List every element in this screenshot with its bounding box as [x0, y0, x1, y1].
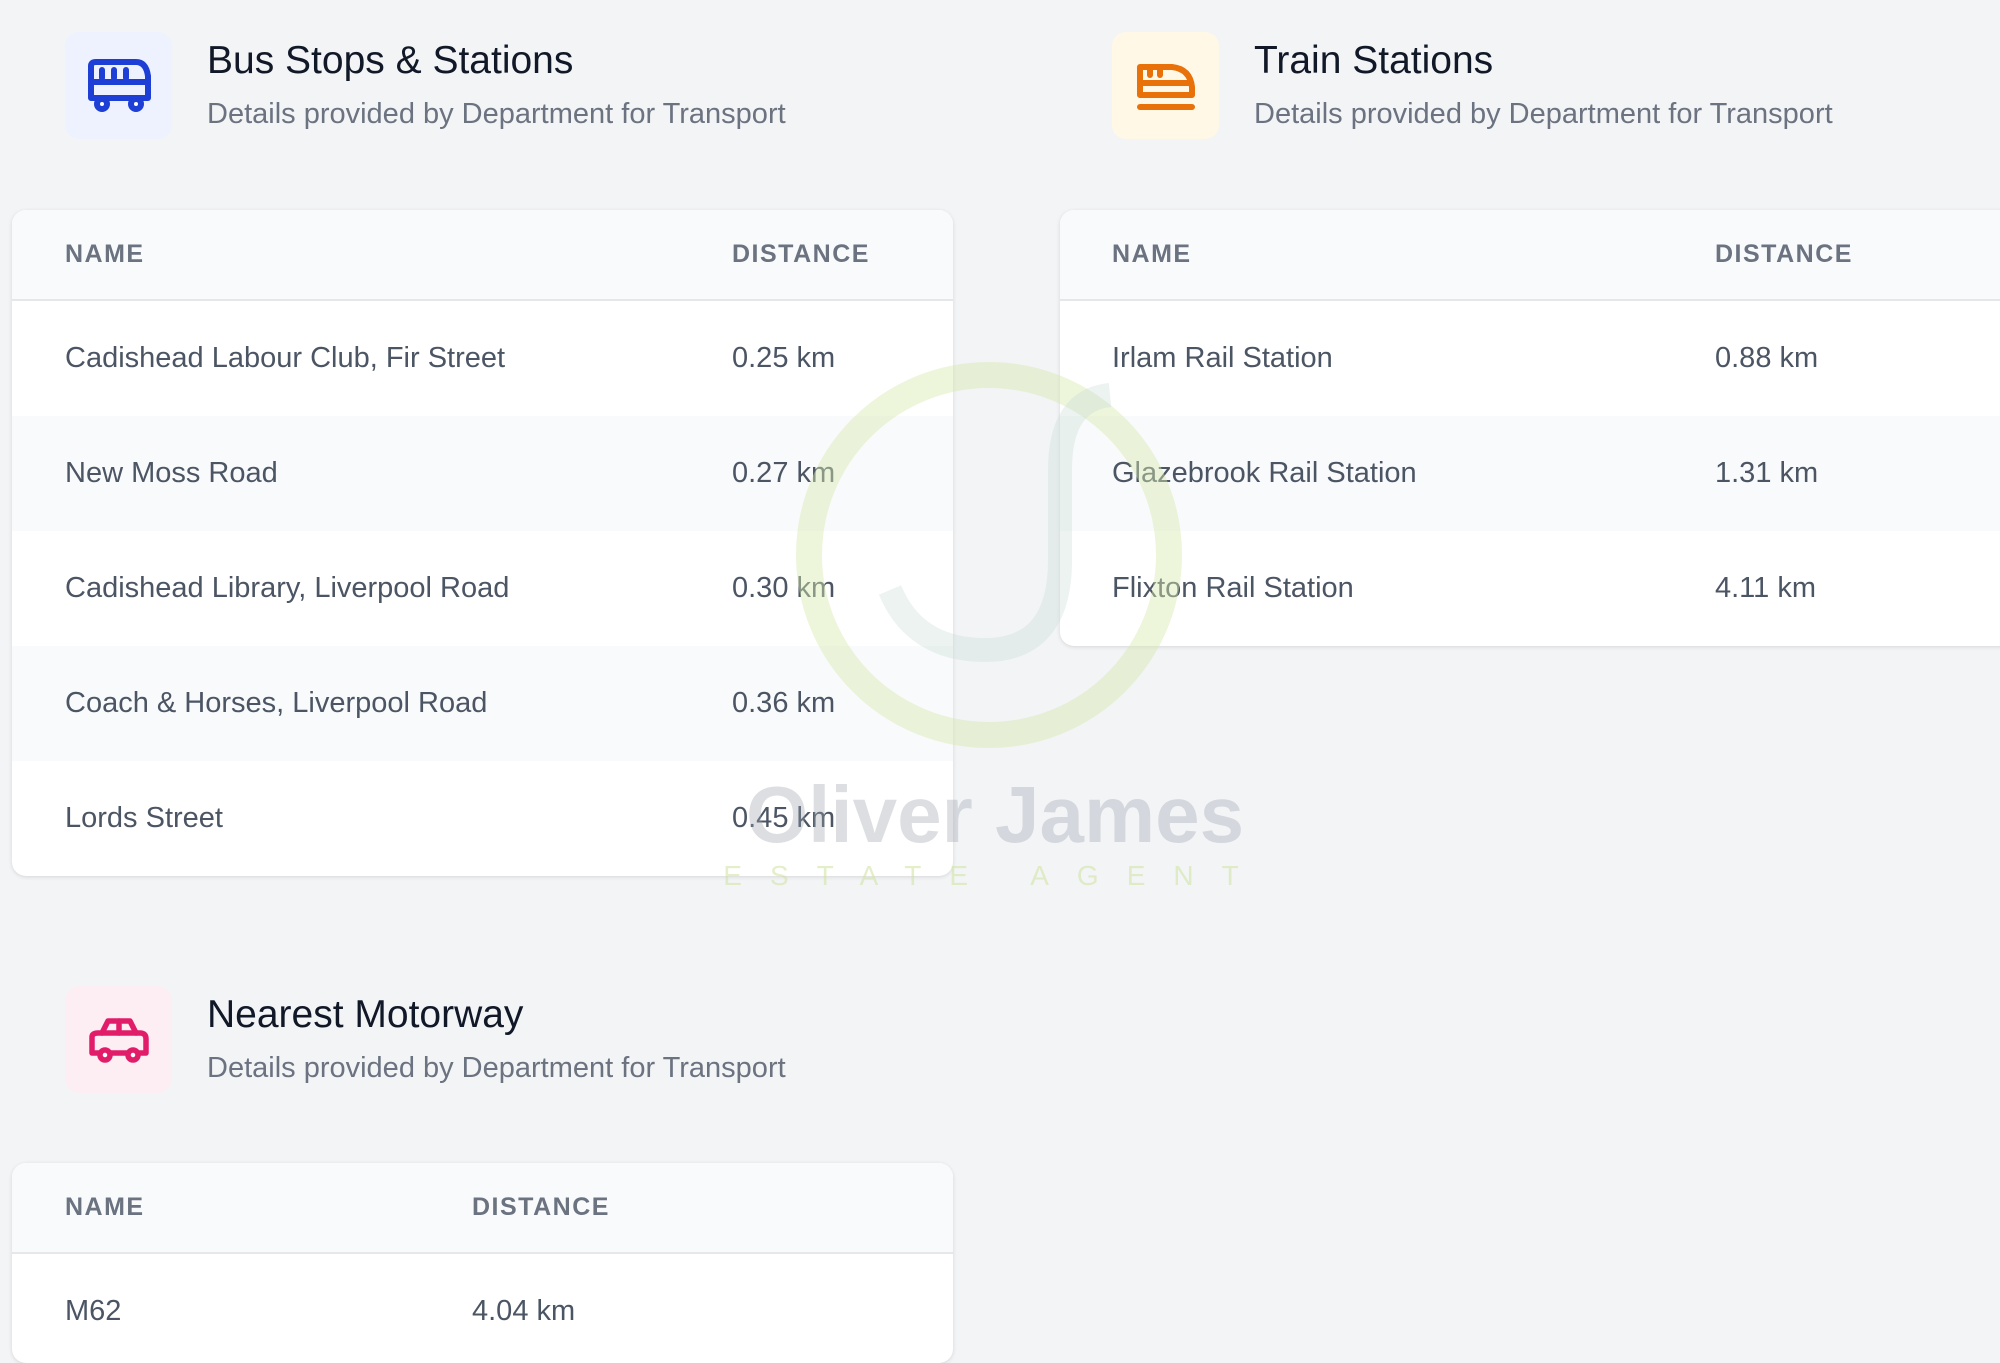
- motorway-section-header: Nearest Motorway Details provided by Dep…: [65, 986, 786, 1093]
- section-title: Nearest Motorway: [207, 993, 524, 1036]
- stop-distance: 0.25 km: [732, 342, 836, 374]
- table-row: Flixton Rail Station 4.11 km: [1060, 531, 2000, 646]
- section-title: Bus Stops & Stations: [207, 39, 574, 82]
- column-header-name: NAME: [65, 1193, 145, 1221]
- station-name: Glazebrook Rail Station: [1112, 457, 1417, 489]
- station-distance: 0.88 km: [1715, 342, 1819, 374]
- stop-name: Cadishead Library, Liverpool Road: [65, 572, 510, 604]
- station-distance: 1.31 km: [1715, 457, 1819, 489]
- car-icon: [88, 1017, 149, 1063]
- table-header: NAME DISTANCE: [1060, 210, 2000, 301]
- station-name: Irlam Rail Station: [1112, 342, 1333, 374]
- column-header-name: NAME: [1112, 240, 1192, 268]
- stop-name: Cadishead Labour Club, Fir Street: [65, 342, 506, 374]
- train-stations-table: NAME DISTANCE Irlam Rail Station 0.88 km …: [1060, 210, 2000, 646]
- stop-name: Coach & Horses, Liverpool Road: [65, 687, 488, 719]
- column-header-distance: DISTANCE: [732, 240, 870, 268]
- table-row: M62 4.04 km: [12, 1254, 953, 1363]
- table-row: Irlam Rail Station 0.88 km: [1060, 301, 2000, 416]
- station-distance: 4.11 km: [1715, 572, 1817, 604]
- table-row: Cadishead Library, Liverpool Road 0.30 km: [12, 531, 953, 646]
- section-subtitle: Details provided by Department for Trans…: [207, 98, 786, 130]
- section-subtitle: Details provided by Department for Trans…: [207, 1052, 786, 1084]
- table-row: Coach & Horses, Liverpool Road 0.36 km: [12, 646, 953, 761]
- bus-section-header: Bus Stops & Stations Details provided by…: [65, 32, 786, 139]
- table-header: NAME DISTANCE: [12, 1163, 953, 1254]
- bus-icon: [87, 58, 151, 112]
- stop-name: New Moss Road: [65, 457, 278, 489]
- column-header-name: NAME: [65, 240, 145, 268]
- bus-icon-box: [65, 32, 172, 139]
- table-row: Glazebrook Rail Station 1.31 km: [1060, 416, 2000, 531]
- table-row: New Moss Road 0.27 km: [12, 416, 953, 531]
- table-row: Cadishead Labour Club, Fir Street 0.25 km: [12, 301, 953, 416]
- stop-distance: 0.45 km: [732, 802, 836, 834]
- motorway-name: M62: [65, 1295, 122, 1327]
- stop-distance: 0.36 km: [732, 687, 836, 719]
- bus-stops-table: NAME DISTANCE Cadishead Labour Club, Fir…: [12, 210, 953, 876]
- motorway-distance: 4.04 km: [472, 1295, 576, 1327]
- section-subtitle: Details provided by Department for Trans…: [1254, 98, 1833, 130]
- column-header-distance: DISTANCE: [1715, 240, 1853, 268]
- section-title: Train Stations: [1254, 39, 1494, 82]
- stop-distance: 0.27 km: [732, 457, 836, 489]
- station-name: Flixton Rail Station: [1112, 572, 1354, 604]
- table-row: Lords Street 0.45 km: [12, 761, 953, 876]
- train-section-header: Train Stations Details provided by Depar…: [1112, 32, 1833, 139]
- table-header: NAME DISTANCE: [12, 210, 953, 301]
- column-header-distance: DISTANCE: [472, 1193, 610, 1221]
- train-icon-box: [1112, 32, 1219, 139]
- car-icon-box: [65, 986, 172, 1093]
- train-icon: [1136, 63, 1195, 110]
- stop-distance: 0.30 km: [732, 572, 836, 604]
- stop-name: Lords Street: [65, 802, 223, 834]
- motorway-table: NAME DISTANCE M62 4.04 km: [12, 1163, 953, 1363]
